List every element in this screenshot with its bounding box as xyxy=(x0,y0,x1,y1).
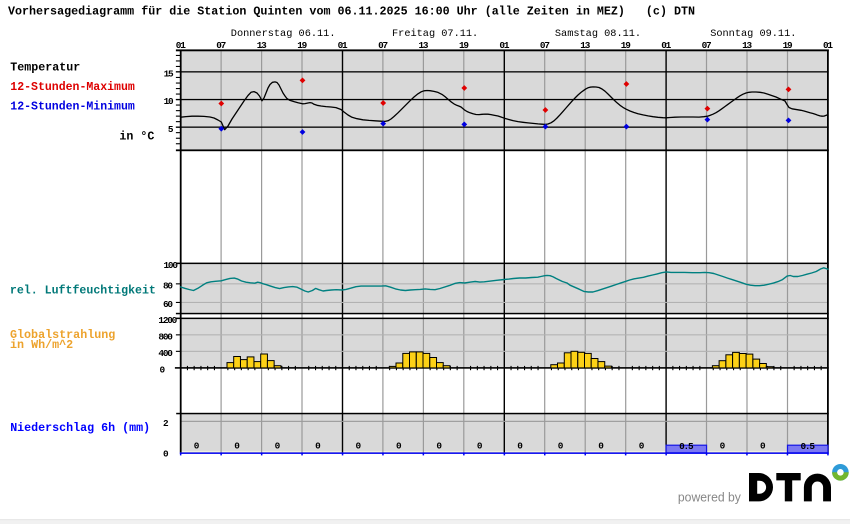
svg-text:0: 0 xyxy=(275,441,281,452)
svg-text:Niederschlag 6h (mm): Niederschlag 6h (mm) xyxy=(10,421,150,435)
svg-text:07: 07 xyxy=(378,40,387,51)
svg-text:19: 19 xyxy=(621,40,631,51)
svg-text:01: 01 xyxy=(176,40,186,51)
svg-text:100: 100 xyxy=(164,260,179,271)
svg-text:0: 0 xyxy=(517,441,523,452)
svg-text:0: 0 xyxy=(396,441,402,452)
svg-text:07: 07 xyxy=(540,40,549,51)
svg-text:0: 0 xyxy=(315,441,321,452)
svg-text:0: 0 xyxy=(356,441,362,452)
svg-text:13: 13 xyxy=(257,40,267,51)
svg-text:01: 01 xyxy=(338,40,348,51)
svg-text:0: 0 xyxy=(760,441,766,452)
svg-text:Globalstrahlung: Globalstrahlung xyxy=(10,328,115,342)
svg-text:12-Stunden-Maximum: 12-Stunden-Maximum xyxy=(10,80,135,94)
svg-text:19: 19 xyxy=(297,40,307,51)
svg-text:01: 01 xyxy=(823,40,833,51)
svg-text:rel. Luftfeuchtigkeit: rel. Luftfeuchtigkeit xyxy=(10,284,156,298)
svg-text:400: 400 xyxy=(158,348,173,359)
svg-text:0: 0 xyxy=(436,441,442,452)
svg-text:60: 60 xyxy=(163,299,173,310)
svg-text:13: 13 xyxy=(580,40,590,51)
svg-text:powered by: powered by xyxy=(678,490,741,505)
svg-text:01: 01 xyxy=(499,40,509,51)
svg-text:0: 0 xyxy=(477,441,483,452)
svg-text:19: 19 xyxy=(459,40,469,51)
svg-text:0.5: 0.5 xyxy=(679,441,694,452)
svg-text:07: 07 xyxy=(702,40,711,51)
svg-text:0: 0 xyxy=(160,364,166,375)
svg-text:19: 19 xyxy=(783,40,793,51)
svg-text:13: 13 xyxy=(742,40,752,51)
svg-text:800: 800 xyxy=(158,331,173,342)
svg-text:Samstag 08.11.: Samstag 08.11. xyxy=(555,28,641,40)
svg-text:in °C: in °C xyxy=(119,129,154,143)
svg-text:13: 13 xyxy=(419,40,429,51)
svg-text:12-Stunden-Minimum: 12-Stunden-Minimum xyxy=(10,100,135,114)
svg-text:5: 5 xyxy=(168,124,174,135)
svg-text:0.5: 0.5 xyxy=(801,441,816,452)
svg-text:0: 0 xyxy=(163,449,169,460)
svg-text:0: 0 xyxy=(639,441,645,452)
svg-text:in Wh/m^2: in Wh/m^2 xyxy=(10,338,73,352)
svg-text:10: 10 xyxy=(164,96,174,107)
svg-text:Sonntag 09.11.: Sonntag 09.11. xyxy=(710,28,796,40)
svg-text:0: 0 xyxy=(194,441,200,452)
svg-text:15: 15 xyxy=(164,69,174,80)
svg-text:Freitag 07.11.: Freitag 07.11. xyxy=(392,28,478,40)
svg-text:0: 0 xyxy=(558,441,564,452)
svg-text:Donnerstag 06.11.: Donnerstag 06.11. xyxy=(231,28,336,40)
svg-text:1200: 1200 xyxy=(158,315,177,326)
svg-text:07: 07 xyxy=(216,40,225,51)
svg-text:Vorhersagediagramm für die Sta: Vorhersagediagramm für die Station Quint… xyxy=(8,5,695,19)
svg-text:2: 2 xyxy=(163,418,169,429)
svg-text:0: 0 xyxy=(234,441,240,452)
svg-text:Temperatur: Temperatur xyxy=(10,60,80,74)
svg-text:01: 01 xyxy=(661,40,671,51)
svg-text:0: 0 xyxy=(598,441,604,452)
svg-text:80: 80 xyxy=(163,280,173,291)
svg-text:0: 0 xyxy=(720,441,726,452)
